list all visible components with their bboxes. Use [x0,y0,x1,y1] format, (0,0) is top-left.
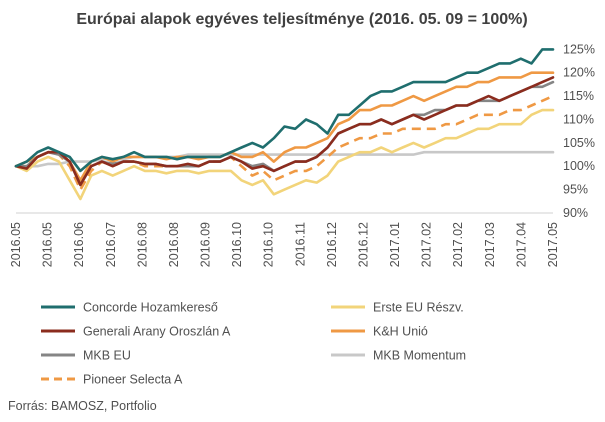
series-line-6 [16,94,554,191]
y-tick-label: 110% [563,112,594,126]
x-tick-label: 2016.07 [104,222,118,267]
y-tick-label: 125% [563,42,595,56]
x-tick-label: 2016.05 [9,222,23,267]
x-axis-ticks: 2016.05 2016.05 2016.06 2016.07 2016.08 2016.… [9,222,560,267]
legend-label: K&H Unió [373,325,428,339]
x-tick-label: 2017.02 [420,222,434,267]
x-tick-label: 2017.04 [514,222,528,267]
series-line-0 [14,48,555,173]
x-tick-label: 2016.12 [325,222,339,267]
x-tick-label: 2016.10 [230,222,244,267]
x-tick-label: 2017.05 [546,222,560,267]
legend-item-4: MKB EU [41,349,131,363]
y-tick-label: 100% [563,159,595,173]
x-tick-label: 2016.12 [356,222,370,267]
legend-label: MKB EU [83,349,131,363]
y-tick-label: 90% [563,206,588,220]
legend: Concorde Hozamkereső Erste EU Részv. Gener… [41,301,466,387]
series-line-4 [14,80,555,187]
x-tick-label: 2017.01 [388,222,402,267]
y-tick-label: 115% [563,89,594,103]
x-tick-label: 2016.05 [41,222,55,267]
x-tick-label: 2017.02 [451,222,465,267]
legend-label: MKB Momentum [373,349,466,363]
x-tick-label: 2016.06 [72,222,86,267]
x-tick-label: 2016.09 [199,222,213,267]
legend-label: Generali Arany Oroszlán A [83,325,231,339]
x-tick-label: 2016.11 [293,222,307,266]
x-tick-label: 2016.10 [262,222,276,267]
series-line-2 [14,76,555,187]
legend-item-3: K&H Unió [331,325,428,339]
x-tick-label: 2016.08 [167,222,181,267]
series-group [14,48,555,201]
y-tick-label: 105% [563,136,595,150]
legend-item-0: Concorde Hozamkereső [41,301,218,315]
legend-item-1: Erste EU Részv. [331,301,464,315]
legend-label: Concorde Hozamkereső [83,301,218,315]
x-tick-label: 2017.03 [483,222,497,267]
y-axis-ticks: 90% 95% 100% 105% 110% 115% 120% 125% [563,42,595,220]
legend-item-5: MKB Momentum [331,349,466,363]
source-note: Forrás: BAMOSZ, Portfolio [8,399,157,413]
legend-item-6: Pioneer Selecta A [41,373,183,387]
y-tick-label: 95% [563,183,588,197]
y-tick-label: 120% [563,66,595,80]
series-line-1 [14,108,555,201]
chart-title: Európai alapok egyéves teljesítménye (20… [76,11,527,28]
legend-item-2: Generali Arany Oroszlán A [41,325,231,339]
x-tick-label: 2016.08 [135,222,149,267]
legend-label: Pioneer Selecta A [83,373,183,387]
legend-label: Erste EU Részv. [373,301,464,315]
